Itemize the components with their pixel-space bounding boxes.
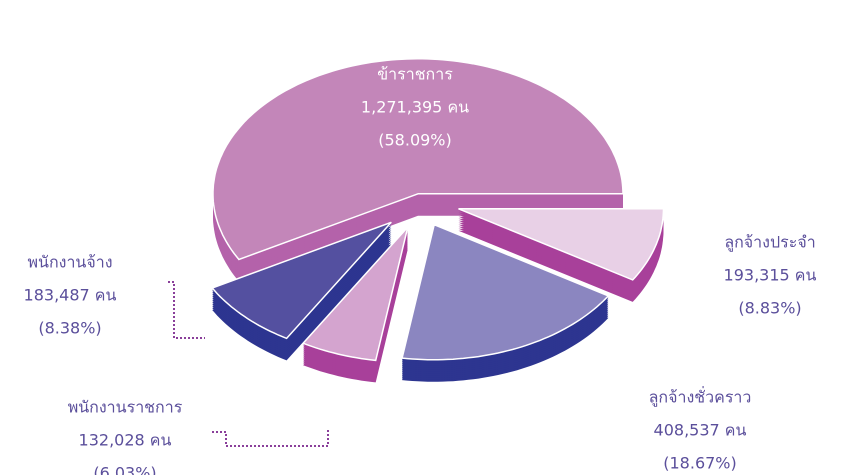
slice-label: ลูกจ้างประจำ [724,233,815,253]
percent-label: (6.03%) [93,464,156,475]
value-label: 193,315 คน [724,266,817,285]
value-label: 1,271,395 คน [361,98,469,117]
slice-label: ลูกจ้างชั่วคราว [649,386,752,408]
slice-label: พนักงานราชการ [68,398,183,417]
value-label: 132,028 คน [79,431,172,450]
slice [301,226,409,362]
slice-label: พนักงานจ้าง [27,253,112,272]
slice [458,208,665,281]
slice-label: ข้าราชการ [377,65,453,84]
percent-label: (8.83%) [738,299,801,318]
value-label: 408,537 คน [654,421,747,440]
percent-label: (58.09%) [378,131,452,150]
leader-line [212,430,329,447]
slice [401,223,610,361]
slice [212,58,624,261]
percent-label: (18.67%) [663,454,737,473]
leader-line [168,281,205,339]
slice [210,221,392,340]
value-label: 183,487 คน [24,286,117,305]
percent-label: (8.38%) [38,319,101,338]
